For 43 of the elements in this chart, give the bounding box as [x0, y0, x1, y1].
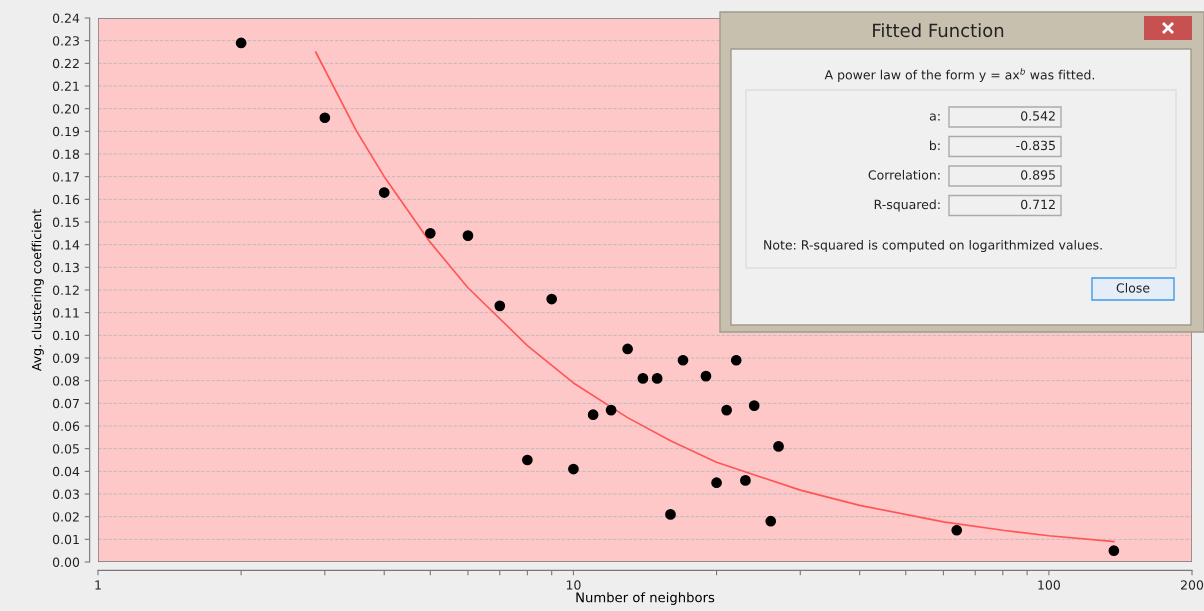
y-tick-label: 0.23: [52, 36, 79, 46]
y-tick-label: 0.22: [52, 58, 79, 69]
annotation: b:: [929, 140, 940, 151]
y-tick-label: 0.02: [52, 512, 79, 522]
annotation: 0.542: [1021, 111, 1055, 121]
y-tick-label: 0.20: [52, 104, 80, 114]
y-tick-label: 0.04: [52, 466, 80, 477]
y-tick-label: 0.08: [52, 376, 80, 386]
annotation: Fitted Function: [873, 23, 1004, 38]
y-tick-label: 0.05: [52, 444, 79, 454]
y-tick-label: 0.09: [52, 353, 80, 363]
y-tick-label: 0.18: [52, 149, 80, 159]
x-tick-label: 200: [1180, 580, 1204, 590]
x-axis-title: Number of neighbors: [576, 592, 715, 605]
y-tick-label: 0.11: [52, 308, 79, 318]
annotation: 0.895: [1021, 170, 1055, 180]
x-tick-label: 100: [1038, 580, 1060, 590]
y-tick-label: 0.16: [52, 194, 80, 205]
annotation: R-squared:: [874, 199, 940, 212]
x-tick-label: 10: [566, 580, 581, 590]
y-tick-label: 0.06: [52, 421, 80, 431]
y-tick-label: 0.01: [52, 534, 79, 545]
y-tick-label: 0.15: [52, 217, 79, 227]
y-tick-label: 0.00: [52, 557, 80, 567]
y-axis-title: Avg. clustering coefficient: [31, 209, 44, 372]
annotation: 0.712: [1021, 199, 1055, 210]
x-tick-label: 1: [95, 580, 101, 590]
annotation: Note: R-squared is computed on logarithmized values.: [764, 239, 1102, 253]
annotation: a:: [929, 113, 940, 121]
annotation: Close: [1116, 282, 1150, 293]
annotation: A power law of the form y = ax$^{b}$ was fitted.: [824, 67, 1095, 82]
annotation: -0.835: [1016, 140, 1055, 151]
y-tick-label: 0.13: [52, 262, 79, 273]
y-tick-label: 0.03: [52, 489, 79, 499]
y-tick-label: 0.19: [52, 126, 80, 137]
y-tick-label: 0.12: [52, 285, 79, 295]
y-tick-label: 0.17: [52, 172, 79, 182]
y-tick-label: 0.14: [52, 240, 80, 250]
y-tick-label: 0.07: [52, 398, 79, 409]
y-tick-label: 0.21: [52, 81, 79, 91]
annotation: Correlation:: [868, 169, 940, 180]
y-tick-label: 0.10: [52, 330, 80, 341]
y-tick-label: 0.24: [52, 13, 80, 23]
